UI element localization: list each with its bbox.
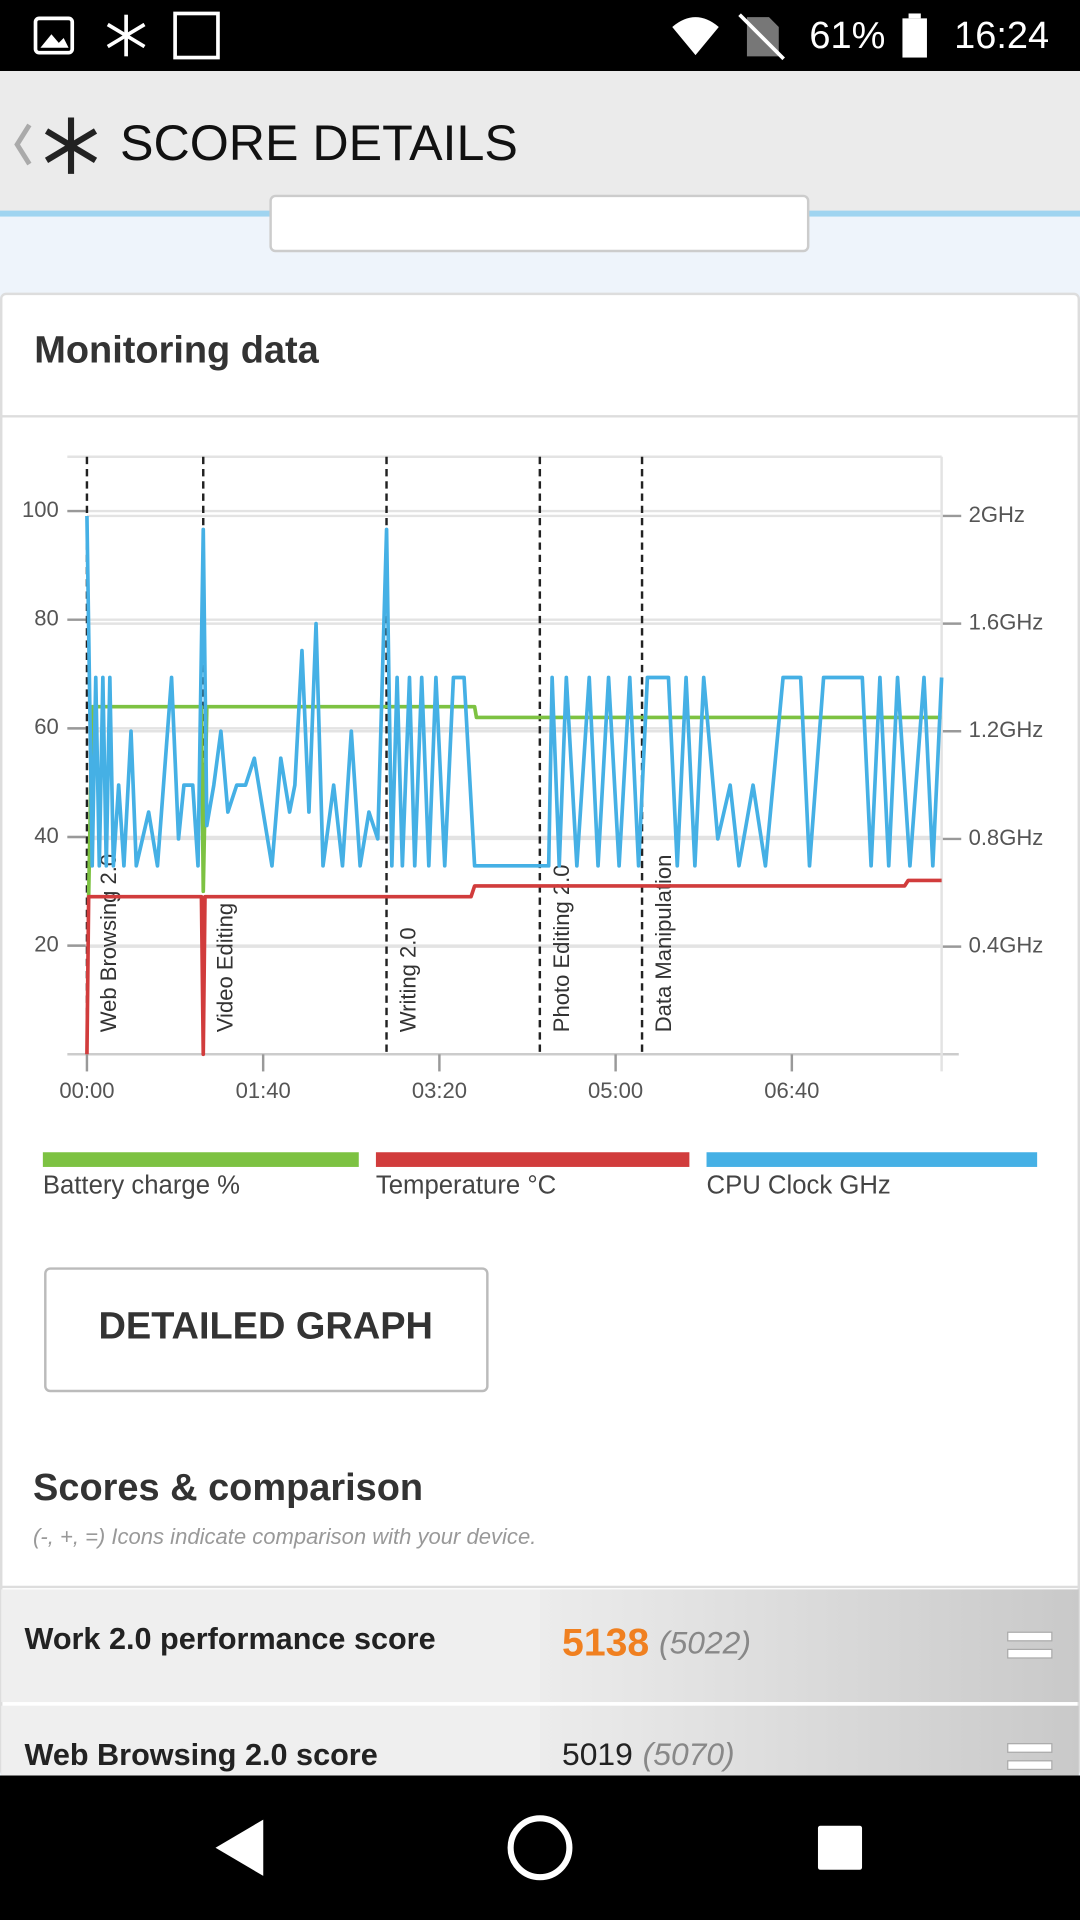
nav-home[interactable] xyxy=(507,1815,573,1881)
equal-icon xyxy=(1007,1648,1053,1659)
phase-label: Photo Editing 2.0 xyxy=(549,864,574,1032)
y2-tick-label: 0.4GHz xyxy=(969,932,1044,957)
row-score-line: 5138 (5022) xyxy=(562,1622,751,1665)
chart: 20 40 60 80 100 0.4GHz 0.8GHz 1.2GHz 1.6GHz 2GHz 0… xyxy=(22,455,1044,1199)
equal-icon xyxy=(1007,1631,1053,1642)
nav-back[interactable] xyxy=(215,1819,264,1876)
y-tick-label: 20 xyxy=(34,931,59,956)
previous-card xyxy=(269,194,810,253)
row-score-line: 5019 (5070) xyxy=(562,1737,735,1773)
y2-tick-label: 1.6GHz xyxy=(969,609,1044,634)
y2-tick-label: 1.2GHz xyxy=(969,717,1044,742)
score: 5138 xyxy=(562,1622,649,1665)
x-tick-label: 00:00 xyxy=(59,1078,114,1103)
legend-swatch xyxy=(42,1152,359,1167)
nav-recents[interactable] xyxy=(817,1825,863,1870)
phase-label: Writing 2.0 xyxy=(396,927,421,1032)
equal-icon xyxy=(1007,1760,1053,1770)
x-tick-label: 06:40 xyxy=(764,1078,819,1103)
x-tick-label: 03:20 xyxy=(412,1078,467,1103)
section-title: Scores & comparison xyxy=(33,1467,423,1509)
legend-label: Temperature °C xyxy=(376,1171,556,1199)
status-icons xyxy=(33,11,927,61)
button-label[interactable]: DETAILED GRAPH xyxy=(99,1306,433,1348)
row-label-cell xyxy=(1,1589,541,1703)
row-label: Web Browsing 2.0 score xyxy=(24,1738,377,1772)
legend-swatch xyxy=(375,1152,690,1167)
clock: 16:24 xyxy=(954,15,1049,57)
phase-label: Data Manipulation xyxy=(651,855,676,1033)
row-label: Work 2.0 performance score xyxy=(24,1622,435,1656)
back-button[interactable] xyxy=(14,123,32,166)
y-tick-label: 100 xyxy=(22,497,59,522)
legend-swatch xyxy=(706,1152,1038,1167)
series-line xyxy=(85,878,942,1057)
comparison-score: (5022) xyxy=(659,1625,751,1661)
detailed-graph-button[interactable] xyxy=(44,1267,489,1393)
comparison-score: (5070) xyxy=(643,1737,735,1773)
score: 5019 xyxy=(562,1737,633,1773)
legend-label: Battery charge % xyxy=(43,1171,240,1199)
section-title: Monitoring data xyxy=(34,330,319,372)
y-tick-label: 80 xyxy=(34,606,59,631)
y-tick-label: 60 xyxy=(34,714,59,739)
y2-tick-label: 2GHz xyxy=(969,502,1025,527)
series-line xyxy=(85,515,944,868)
x-tick-label: 05:00 xyxy=(588,1078,643,1103)
legend-label: CPU Clock GHz xyxy=(707,1171,891,1199)
phase-label: Video Editing xyxy=(212,903,237,1032)
x-tick-label: 01:40 xyxy=(236,1078,291,1103)
equal-icon xyxy=(1007,1743,1053,1753)
phase-label: Web Browsing 2.0 xyxy=(96,854,121,1032)
app-header xyxy=(0,71,1080,214)
app-logo xyxy=(44,117,98,174)
y-tick-label: 40 xyxy=(34,823,59,848)
battery-level: 61% xyxy=(809,15,885,57)
nav-bar xyxy=(0,1775,1080,1920)
page-title: SCORE DETAILS xyxy=(120,115,518,171)
row-score-cell xyxy=(540,1589,1079,1703)
y2-tick-label: 0.8GHz xyxy=(969,825,1044,850)
section-subtitle: (-, +, =) Icons indicate comparison with… xyxy=(33,1524,536,1549)
